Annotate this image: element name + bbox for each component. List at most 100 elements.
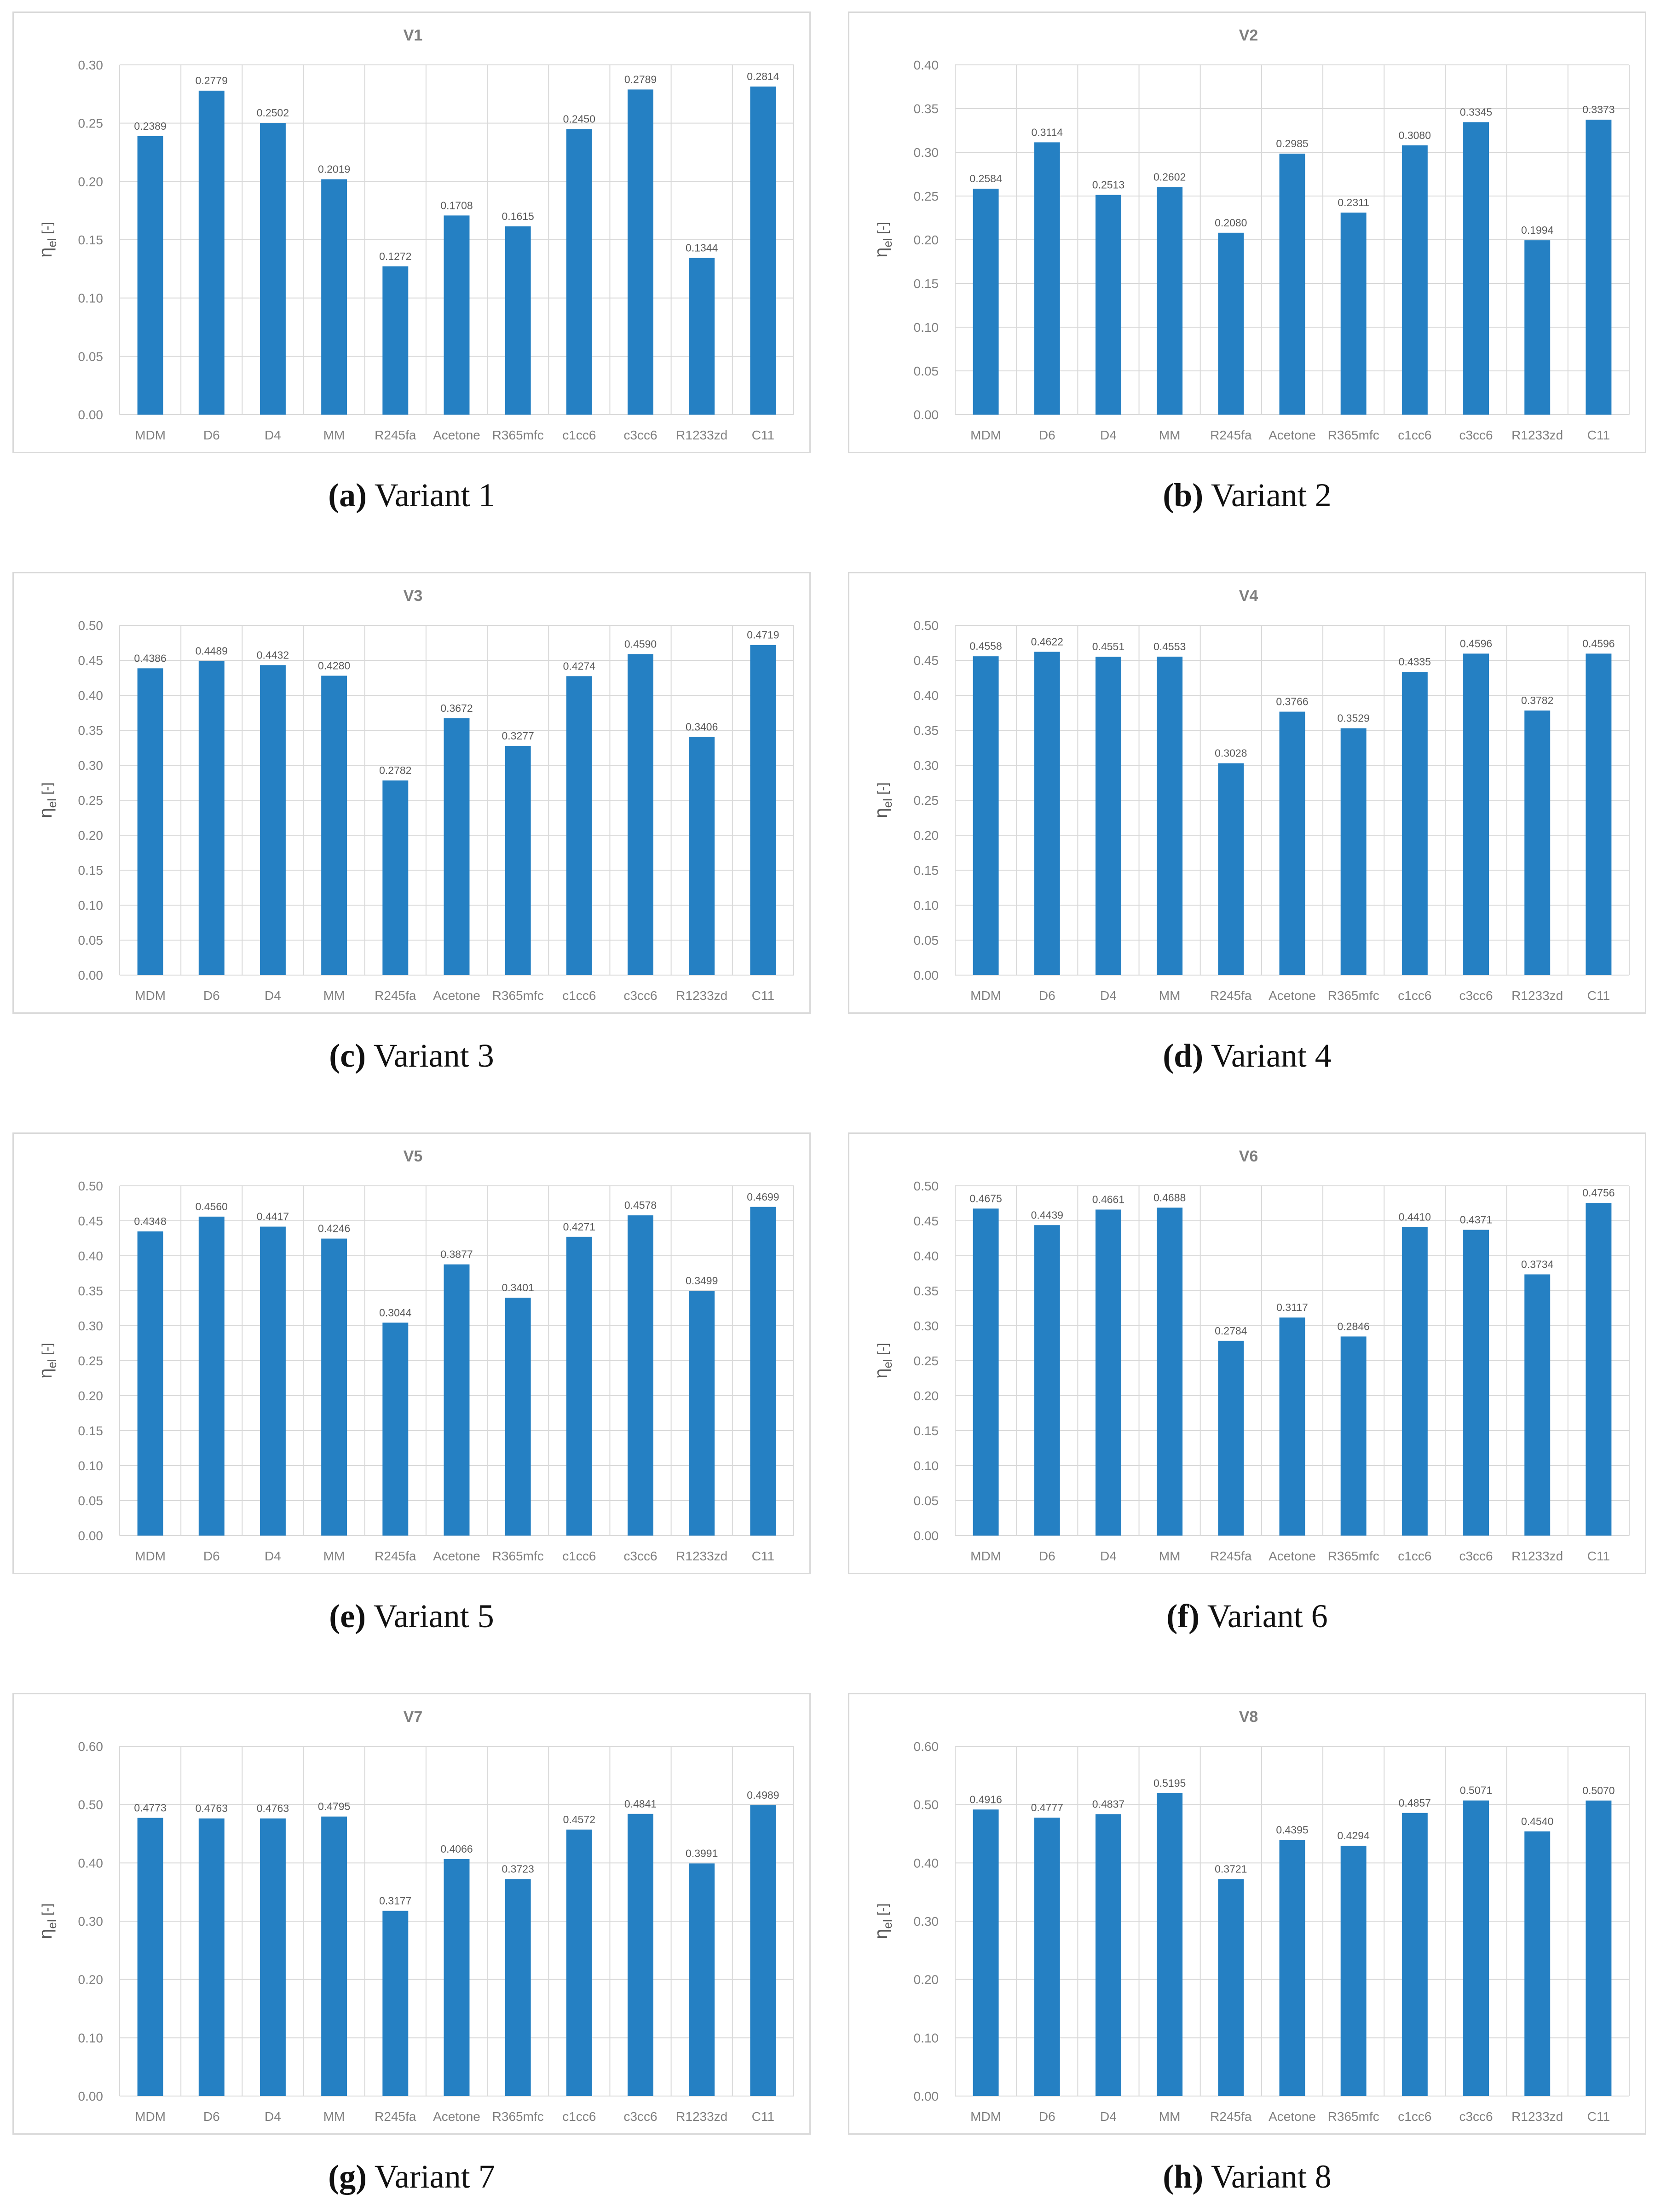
bar-MM bbox=[1157, 1793, 1183, 2096]
bar-R1233zd bbox=[1524, 240, 1551, 415]
data-label: 0.4578 bbox=[624, 1199, 657, 1211]
bar-c3cc6 bbox=[1463, 653, 1489, 975]
y-axis-label: ηel [-] bbox=[35, 782, 59, 818]
bar-D6 bbox=[1034, 1817, 1060, 2096]
y-tick-label: 0.00 bbox=[914, 968, 939, 982]
caption-text: Variant 3 bbox=[366, 1037, 494, 1074]
y-tick-label: 0.15 bbox=[78, 1424, 104, 1438]
caption-letter: (a) bbox=[328, 477, 367, 514]
x-tick-label: c3cc6 bbox=[623, 428, 657, 442]
y-axis-label: ηel [-] bbox=[35, 1903, 59, 1939]
bar-MDM bbox=[973, 1809, 999, 2096]
bar-R245fa bbox=[382, 1911, 409, 2096]
caption-letter: (h) bbox=[1163, 2158, 1204, 2195]
y-tick-label: 0.05 bbox=[78, 933, 104, 947]
data-label: 0.4596 bbox=[1582, 637, 1615, 649]
y-tick-label: 0.20 bbox=[78, 1389, 104, 1403]
y-tick-label: 0.05 bbox=[914, 1494, 939, 1508]
bar-c3cc6 bbox=[628, 89, 654, 415]
y-tick-label: 0.00 bbox=[914, 408, 939, 422]
caption-text: Variant 7 bbox=[367, 2158, 495, 2195]
data-label: 0.4417 bbox=[257, 1211, 289, 1223]
data-label: 0.4395 bbox=[1276, 1824, 1308, 1836]
bar-C11 bbox=[1586, 653, 1612, 975]
bar-C11 bbox=[1586, 120, 1612, 415]
x-tick-label: C11 bbox=[752, 2109, 774, 2124]
x-tick-label: D6 bbox=[203, 2109, 220, 2124]
x-tick-label: R365mfc bbox=[492, 1549, 544, 1563]
bar-c1cc6 bbox=[1401, 145, 1428, 415]
y-tick-label: 0.20 bbox=[78, 1973, 104, 1987]
x-tick-label: Acetone bbox=[433, 1549, 480, 1563]
data-label: 0.3080 bbox=[1399, 129, 1431, 141]
chart-title: V6 bbox=[1239, 1148, 1258, 1165]
y-tick-label: 0.20 bbox=[78, 828, 104, 843]
y-tick-label: 0.30 bbox=[914, 145, 939, 160]
bar-R245fa bbox=[1218, 1340, 1244, 1536]
data-label: 0.1272 bbox=[379, 250, 411, 262]
bar-Acetone bbox=[444, 215, 470, 415]
data-label: 0.3373 bbox=[1582, 104, 1615, 116]
y-tick-label: 0.15 bbox=[914, 1424, 939, 1438]
x-tick-label: MM bbox=[323, 2109, 345, 2124]
caption-variant-3: (c) Variant 3 bbox=[12, 1037, 811, 1075]
y-tick-label: 0.30 bbox=[78, 58, 104, 72]
bar-MM bbox=[1157, 187, 1183, 415]
x-tick-label: D6 bbox=[203, 1549, 220, 1563]
x-tick-label: C11 bbox=[752, 1549, 774, 1563]
data-label: 0.3721 bbox=[1215, 1863, 1247, 1875]
bar-D6 bbox=[198, 661, 225, 975]
x-tick-label: c3cc6 bbox=[1459, 2109, 1493, 2124]
data-label: 0.4371 bbox=[1460, 1214, 1492, 1226]
x-tick-label: Acetone bbox=[1269, 428, 1316, 442]
data-label: 0.2311 bbox=[1338, 196, 1369, 208]
chart-title: V3 bbox=[404, 587, 423, 605]
data-label: 0.4274 bbox=[563, 660, 596, 672]
caption-letter: (e) bbox=[329, 1598, 366, 1634]
x-tick-label: D4 bbox=[265, 988, 281, 1003]
bar-R245fa bbox=[1218, 763, 1244, 975]
y-tick-label: 0.20 bbox=[914, 828, 939, 843]
y-tick-label: 0.40 bbox=[914, 1856, 939, 1870]
bar-D4 bbox=[1095, 657, 1121, 975]
bar-c3cc6 bbox=[628, 1813, 654, 2096]
bar-MDM bbox=[137, 1818, 163, 2096]
y-tick-label: 0.30 bbox=[78, 1914, 104, 1929]
caption-letter: (c) bbox=[329, 1037, 366, 1074]
data-label: 0.4661 bbox=[1092, 1194, 1124, 1206]
bar-D6 bbox=[1034, 1225, 1060, 1536]
bar-R245fa bbox=[382, 780, 409, 975]
x-tick-label: D6 bbox=[1039, 428, 1055, 442]
x-tick-label: R365mfc bbox=[492, 428, 544, 442]
bar-c1cc6 bbox=[1401, 672, 1428, 975]
y-tick-label: 0.30 bbox=[78, 1319, 104, 1333]
y-tick-label: 0.40 bbox=[914, 688, 939, 703]
bar-chart-svg: V6 0.00 0.05 0.10 0.15 0.20 0.25 0.30 0.35 0.40 0.… bbox=[871, 1148, 1630, 1563]
y-tick-label: 0.10 bbox=[914, 898, 939, 913]
bar-c3cc6 bbox=[1463, 1800, 1489, 2096]
data-label: 0.4572 bbox=[563, 1813, 595, 1825]
caption-letter: (d) bbox=[1163, 1037, 1204, 1074]
y-tick-label: 0.50 bbox=[914, 1798, 939, 1812]
data-label: 0.3499 bbox=[686, 1275, 718, 1287]
x-tick-label: R245fa bbox=[1210, 428, 1252, 442]
bar-R1233zd bbox=[689, 1291, 715, 1536]
x-tick-label: R245fa bbox=[1210, 1549, 1252, 1563]
x-tick-label: MDM bbox=[135, 428, 166, 442]
y-tick-label: 0.05 bbox=[78, 349, 104, 364]
chart-title: V8 bbox=[1239, 1708, 1258, 1726]
chart-panel-v5: V5 0.00 0.05 0.10 0.15 0.20 0.25 0.30 0.35 0.40 0.… bbox=[12, 1132, 811, 1574]
x-tick-label: R365mfc bbox=[1328, 2109, 1379, 2124]
bar-R1233zd bbox=[689, 737, 715, 975]
x-tick-label: D6 bbox=[203, 428, 220, 442]
bar-C11 bbox=[750, 645, 776, 975]
data-label: 0.4688 bbox=[1153, 1191, 1186, 1203]
data-label: 0.3991 bbox=[686, 1847, 718, 1859]
x-tick-label: D4 bbox=[265, 1549, 281, 1563]
x-tick-label: R1233zd bbox=[676, 428, 727, 442]
data-label: 0.2814 bbox=[747, 70, 779, 82]
chart-panel-v6: V6 0.00 0.05 0.10 0.15 0.20 0.25 0.30 0.35 0.40 0.… bbox=[848, 1132, 1646, 1574]
x-tick-label: c1cc6 bbox=[1398, 428, 1431, 442]
y-tick-label: 0.25 bbox=[78, 116, 104, 131]
x-tick-label: C11 bbox=[1587, 428, 1610, 442]
